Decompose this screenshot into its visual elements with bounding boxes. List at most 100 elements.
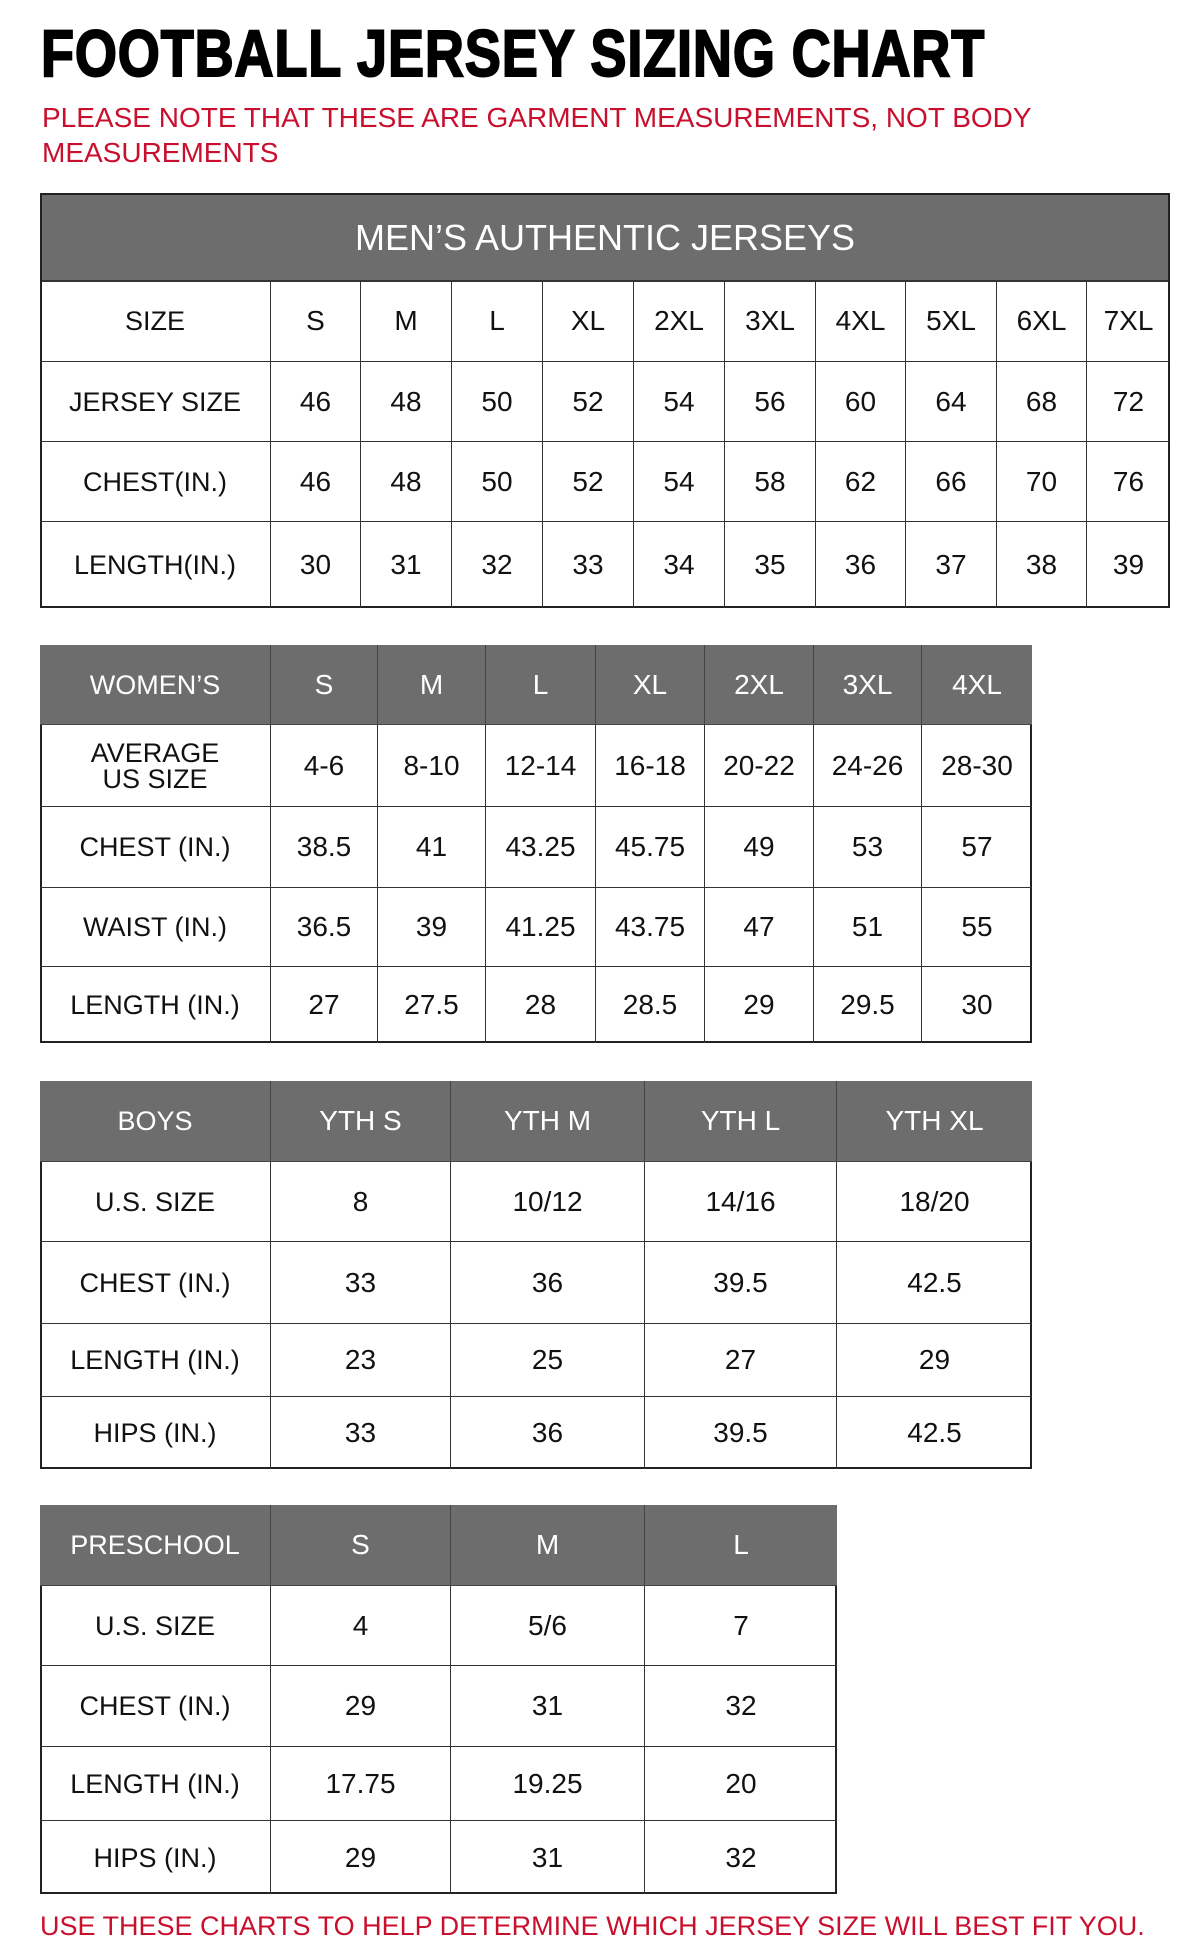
mens-value-cell: 30 bbox=[271, 522, 361, 608]
mens-value-cell: 31 bbox=[361, 522, 452, 608]
preschool-value-cell: 19.25 bbox=[451, 1747, 645, 1821]
mens-value-cell: 39 bbox=[1112, 549, 1145, 580]
preschool-value-cell: 7 bbox=[645, 1586, 837, 1666]
womens-value-cell: 20-22 bbox=[705, 725, 814, 807]
boys-value-cell: 36 bbox=[451, 1397, 645, 1469]
womens-value-cell: 29.5 bbox=[814, 967, 922, 1043]
mens-banner: MEN’S AUTHENTIC JERSEYS bbox=[42, 195, 1168, 282]
womens-value-cell: 47 bbox=[705, 888, 814, 967]
boys-value-cell: 36 bbox=[451, 1242, 645, 1324]
mens-value-cell: 48 bbox=[361, 442, 452, 522]
mens-value-cell: 38 bbox=[997, 522, 1087, 608]
womens-value-cell: 43.25 bbox=[486, 807, 596, 888]
boys-value-cell: 10/12 bbox=[451, 1162, 645, 1242]
boys-value-cell: 27 bbox=[645, 1324, 837, 1397]
womens-value-cell: 8-10 bbox=[378, 725, 486, 807]
womens-row-label: LENGTH (IN.) bbox=[40, 967, 271, 1043]
mens-size-header: 2XL bbox=[634, 280, 725, 362]
mens-value-cell: 76 bbox=[1087, 442, 1170, 522]
boys-header-label: BOYS bbox=[40, 1081, 271, 1162]
mens-size-header: 4XL bbox=[816, 280, 906, 362]
womens-value-cell: 27 bbox=[271, 967, 378, 1043]
preschool-row-label: U.S. SIZE bbox=[40, 1586, 271, 1666]
boys-row-label: LENGTH (IN.) bbox=[40, 1324, 271, 1397]
boys-value-cell: 42.5 bbox=[837, 1242, 1032, 1324]
mens-value-cell: 54 bbox=[634, 362, 725, 442]
boys-row-label: U.S. SIZE bbox=[40, 1162, 271, 1242]
mens-size-header: XL bbox=[543, 280, 634, 362]
mens-value-cell: 37 bbox=[906, 522, 997, 608]
mens-value-cell: 64 bbox=[906, 362, 997, 442]
boys-size-header: YTH S bbox=[271, 1081, 451, 1162]
womens-value-cell: 28 bbox=[486, 967, 596, 1043]
womens-value-cell: 27.5 bbox=[378, 967, 486, 1043]
mens-value-cell: 50 bbox=[452, 442, 543, 522]
garment-note: PLEASE NOTE THAT THESE ARE GARMENT MEASU… bbox=[42, 102, 1032, 168]
page-title: FOOTBALL JERSEY SIZING CHART bbox=[40, 16, 986, 90]
womens-row-label: AVERAGE US SIZE bbox=[40, 725, 271, 807]
mens-value-cell: 35 bbox=[725, 522, 816, 608]
womens-size-header: M bbox=[378, 645, 486, 725]
preschool-value-cell: 29 bbox=[271, 1666, 451, 1747]
boys-value-cell: 33 bbox=[271, 1397, 451, 1469]
preschool-size-header: L bbox=[645, 1505, 837, 1586]
womens-value-cell: 24-26 bbox=[814, 725, 922, 807]
boys-size-header: YTH XL bbox=[837, 1081, 1032, 1162]
womens-size-header: L bbox=[486, 645, 596, 725]
boys-value-cell: 33 bbox=[271, 1242, 451, 1324]
mens-value-cell: 68 bbox=[997, 362, 1087, 442]
womens-value-cell: 38.5 bbox=[271, 807, 378, 888]
womens-value-cell: 29 bbox=[705, 967, 814, 1043]
womens-header-label: WOMEN’S bbox=[40, 645, 271, 725]
mens-size-header: 3XL bbox=[725, 280, 816, 362]
mens-value-cell: 58 bbox=[725, 442, 816, 522]
preschool-row-label: HIPS (IN.) bbox=[40, 1821, 271, 1894]
preschool-size-header: M bbox=[451, 1505, 645, 1586]
footer-note: USE THESE CHARTS TO HELP DETERMINE WHICH… bbox=[40, 1911, 1145, 1941]
boys-value-cell: 18/20 bbox=[837, 1162, 1032, 1242]
preschool-value-cell: 20 bbox=[645, 1747, 837, 1821]
mens-size-header: S bbox=[271, 280, 361, 362]
womens-size-header: S bbox=[271, 645, 378, 725]
mens-value-cell: 36 bbox=[816, 522, 906, 608]
mens-row-label: CHEST(IN.) bbox=[40, 442, 271, 522]
womens-value-cell: 4-6 bbox=[271, 725, 378, 807]
mens-value-cell: 60 bbox=[816, 362, 906, 442]
womens-value-cell: 53 bbox=[814, 807, 922, 888]
boys-value-cell: 39.5 bbox=[645, 1242, 837, 1324]
womens-row-label: WAIST (IN.) bbox=[40, 888, 271, 967]
womens-value-cell: 57 bbox=[922, 807, 1032, 888]
mens-row-label: LENGTH(IN.) bbox=[40, 522, 271, 608]
boys-size-header: YTH L bbox=[645, 1081, 837, 1162]
boys-value-cell: 25 bbox=[451, 1324, 645, 1397]
boys-value-cell: 23 bbox=[271, 1324, 451, 1397]
mens-value-cell: 48 bbox=[361, 362, 452, 442]
womens-value-cell: 36.5 bbox=[271, 888, 378, 967]
boys-value-cell: 42.5 bbox=[907, 1417, 962, 1448]
mens-value-cell: 56 bbox=[725, 362, 816, 442]
womens-value-cell: 43.75 bbox=[596, 888, 705, 967]
womens-value-cell: 16-18 bbox=[596, 725, 705, 807]
preschool-row-label: CHEST (IN.) bbox=[40, 1666, 271, 1747]
womens-size-header: 2XL bbox=[705, 645, 814, 725]
mens-value-cell: 54 bbox=[634, 442, 725, 522]
mens-row-label: JERSEY SIZE bbox=[40, 362, 271, 442]
womens-value-cell: 49 bbox=[705, 807, 814, 888]
preschool-row-label: LENGTH (IN.) bbox=[40, 1747, 271, 1821]
boys-value-cell: 39.5 bbox=[645, 1397, 837, 1469]
preschool-value-cell: 17.75 bbox=[271, 1747, 451, 1821]
womens-value-cell: 45.75 bbox=[596, 807, 705, 888]
preschool-value-cell: 31 bbox=[451, 1821, 645, 1894]
mens-value-cell: 72 bbox=[1087, 362, 1170, 442]
womens-row-label: CHEST (IN.) bbox=[40, 807, 271, 888]
womens-size-table: WOMEN’S S M L XL 2XL 3XL 4XL AVERAGE US SIZE 4-6 8… bbox=[40, 645, 1032, 1043]
preschool-value-cell: 31 bbox=[451, 1666, 645, 1747]
preschool-header-label: PRESCHOOL bbox=[40, 1505, 271, 1586]
womens-value-cell: 30 bbox=[961, 989, 993, 1020]
mens-value-cell: 52 bbox=[543, 442, 634, 522]
preschool-value-cell: 32 bbox=[645, 1666, 837, 1747]
mens-value-cell: 70 bbox=[997, 442, 1087, 522]
mens-value-cell: 46 bbox=[271, 442, 361, 522]
preschool-value-cell: 32 bbox=[725, 1841, 757, 1873]
preschool-value-cell: 29 bbox=[271, 1821, 451, 1894]
